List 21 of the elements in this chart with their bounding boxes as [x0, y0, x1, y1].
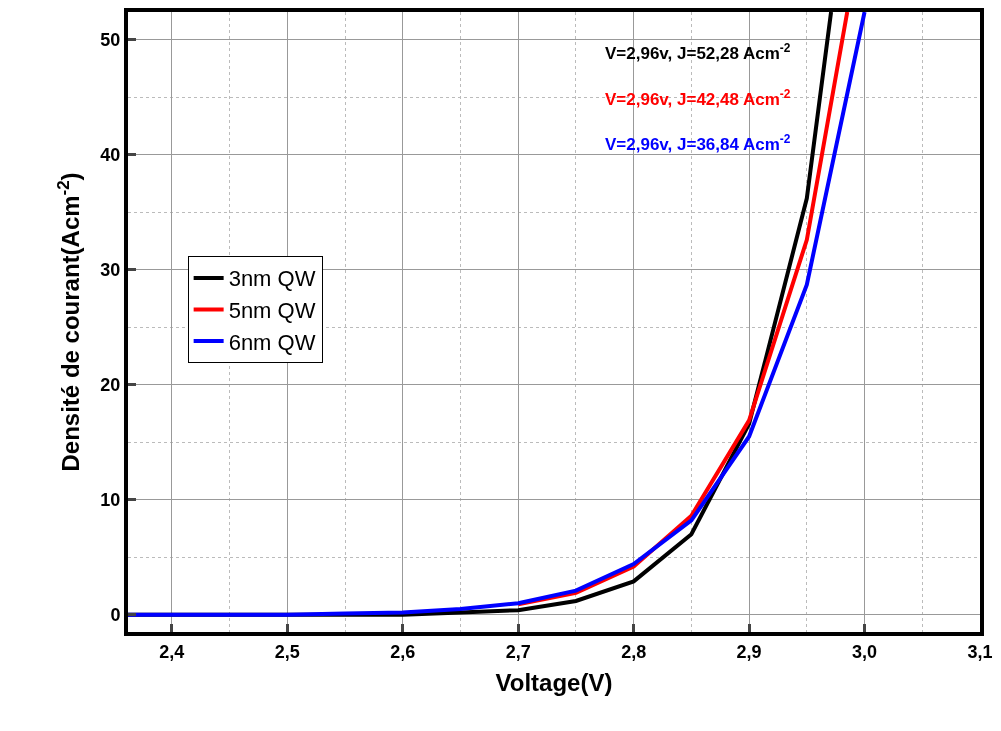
y-tick-label: 0: [110, 605, 121, 626]
y-tick-label: 20: [100, 374, 121, 395]
y-tick-label: 10: [100, 490, 121, 511]
x-tick-label: 2,7: [505, 641, 531, 662]
legend-label: 3nm QW: [228, 266, 316, 292]
x-axis-title: Voltage(V): [495, 669, 613, 697]
y-tick-label: 40: [100, 144, 121, 165]
x-tick-label: 2,8: [621, 641, 647, 662]
annotation: V=2,96v, J=36,84 Acm$^{-2}$: [605, 132, 791, 155]
annotation: V=2,96v, J=42,48 Acm$^{-2}$: [605, 87, 791, 110]
x-tick-label: 2,4: [159, 641, 185, 662]
x-tick-label: 2,6: [390, 641, 416, 662]
annotation: V=2,96v, J=52,28 Acm$^{-2}$: [605, 41, 791, 64]
x-tick-label: 2,5: [274, 641, 300, 662]
y-tick-label: 30: [100, 259, 121, 280]
x-tick-label: 2,9: [736, 641, 762, 662]
x-tick-label: 3,0: [852, 641, 878, 662]
x-tick-label: 3,1: [967, 641, 993, 662]
y-tick-label: 50: [100, 29, 121, 50]
legend-label: 6nm QW: [228, 329, 316, 355]
legend-label: 5nm QW: [228, 298, 316, 324]
